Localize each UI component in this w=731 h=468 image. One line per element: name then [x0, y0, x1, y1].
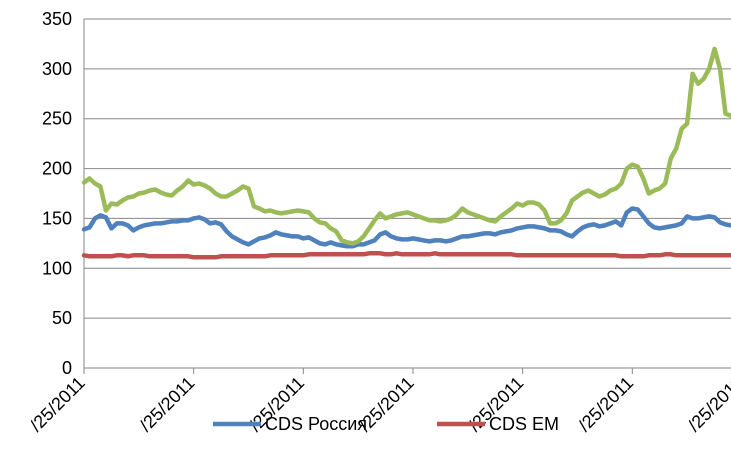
- y-tick-label: 350: [42, 9, 72, 29]
- x-tick-label: /25/2011: [136, 373, 199, 436]
- y-tick-label: 250: [42, 109, 72, 129]
- y-axis-ticks: 0 50 100 150 200 250 300 350: [42, 9, 72, 378]
- legend: CDS Россия CDS EM: [213, 414, 559, 434]
- series-line-1: [81, 251, 731, 260]
- x-axis: [83, 19, 731, 374]
- y-tick-label: 150: [42, 208, 72, 228]
- legend-label-1: CDS EM: [489, 414, 559, 434]
- gridlines: [84, 18, 731, 319]
- x-axis-ticks: /25/2011/25/2011/25/2011/25/2011/25/2011…: [26, 373, 731, 436]
- x-tick-label: /25/2011: [26, 373, 89, 436]
- series-line-0: [81, 206, 731, 249]
- y-tick-label: 300: [42, 59, 72, 79]
- y-tick-label: 200: [42, 159, 72, 179]
- series-lines: [81, 46, 731, 260]
- y-tick-label: 50: [52, 308, 72, 328]
- y-tick-label: 0: [62, 358, 72, 378]
- legend-label-0: CDS Россия: [265, 414, 367, 434]
- y-tick-label: 100: [42, 258, 72, 278]
- x-tick-label: /25/2011: [684, 373, 731, 436]
- x-tick-label: /25/2011: [574, 373, 637, 436]
- series-line-2: [81, 46, 731, 246]
